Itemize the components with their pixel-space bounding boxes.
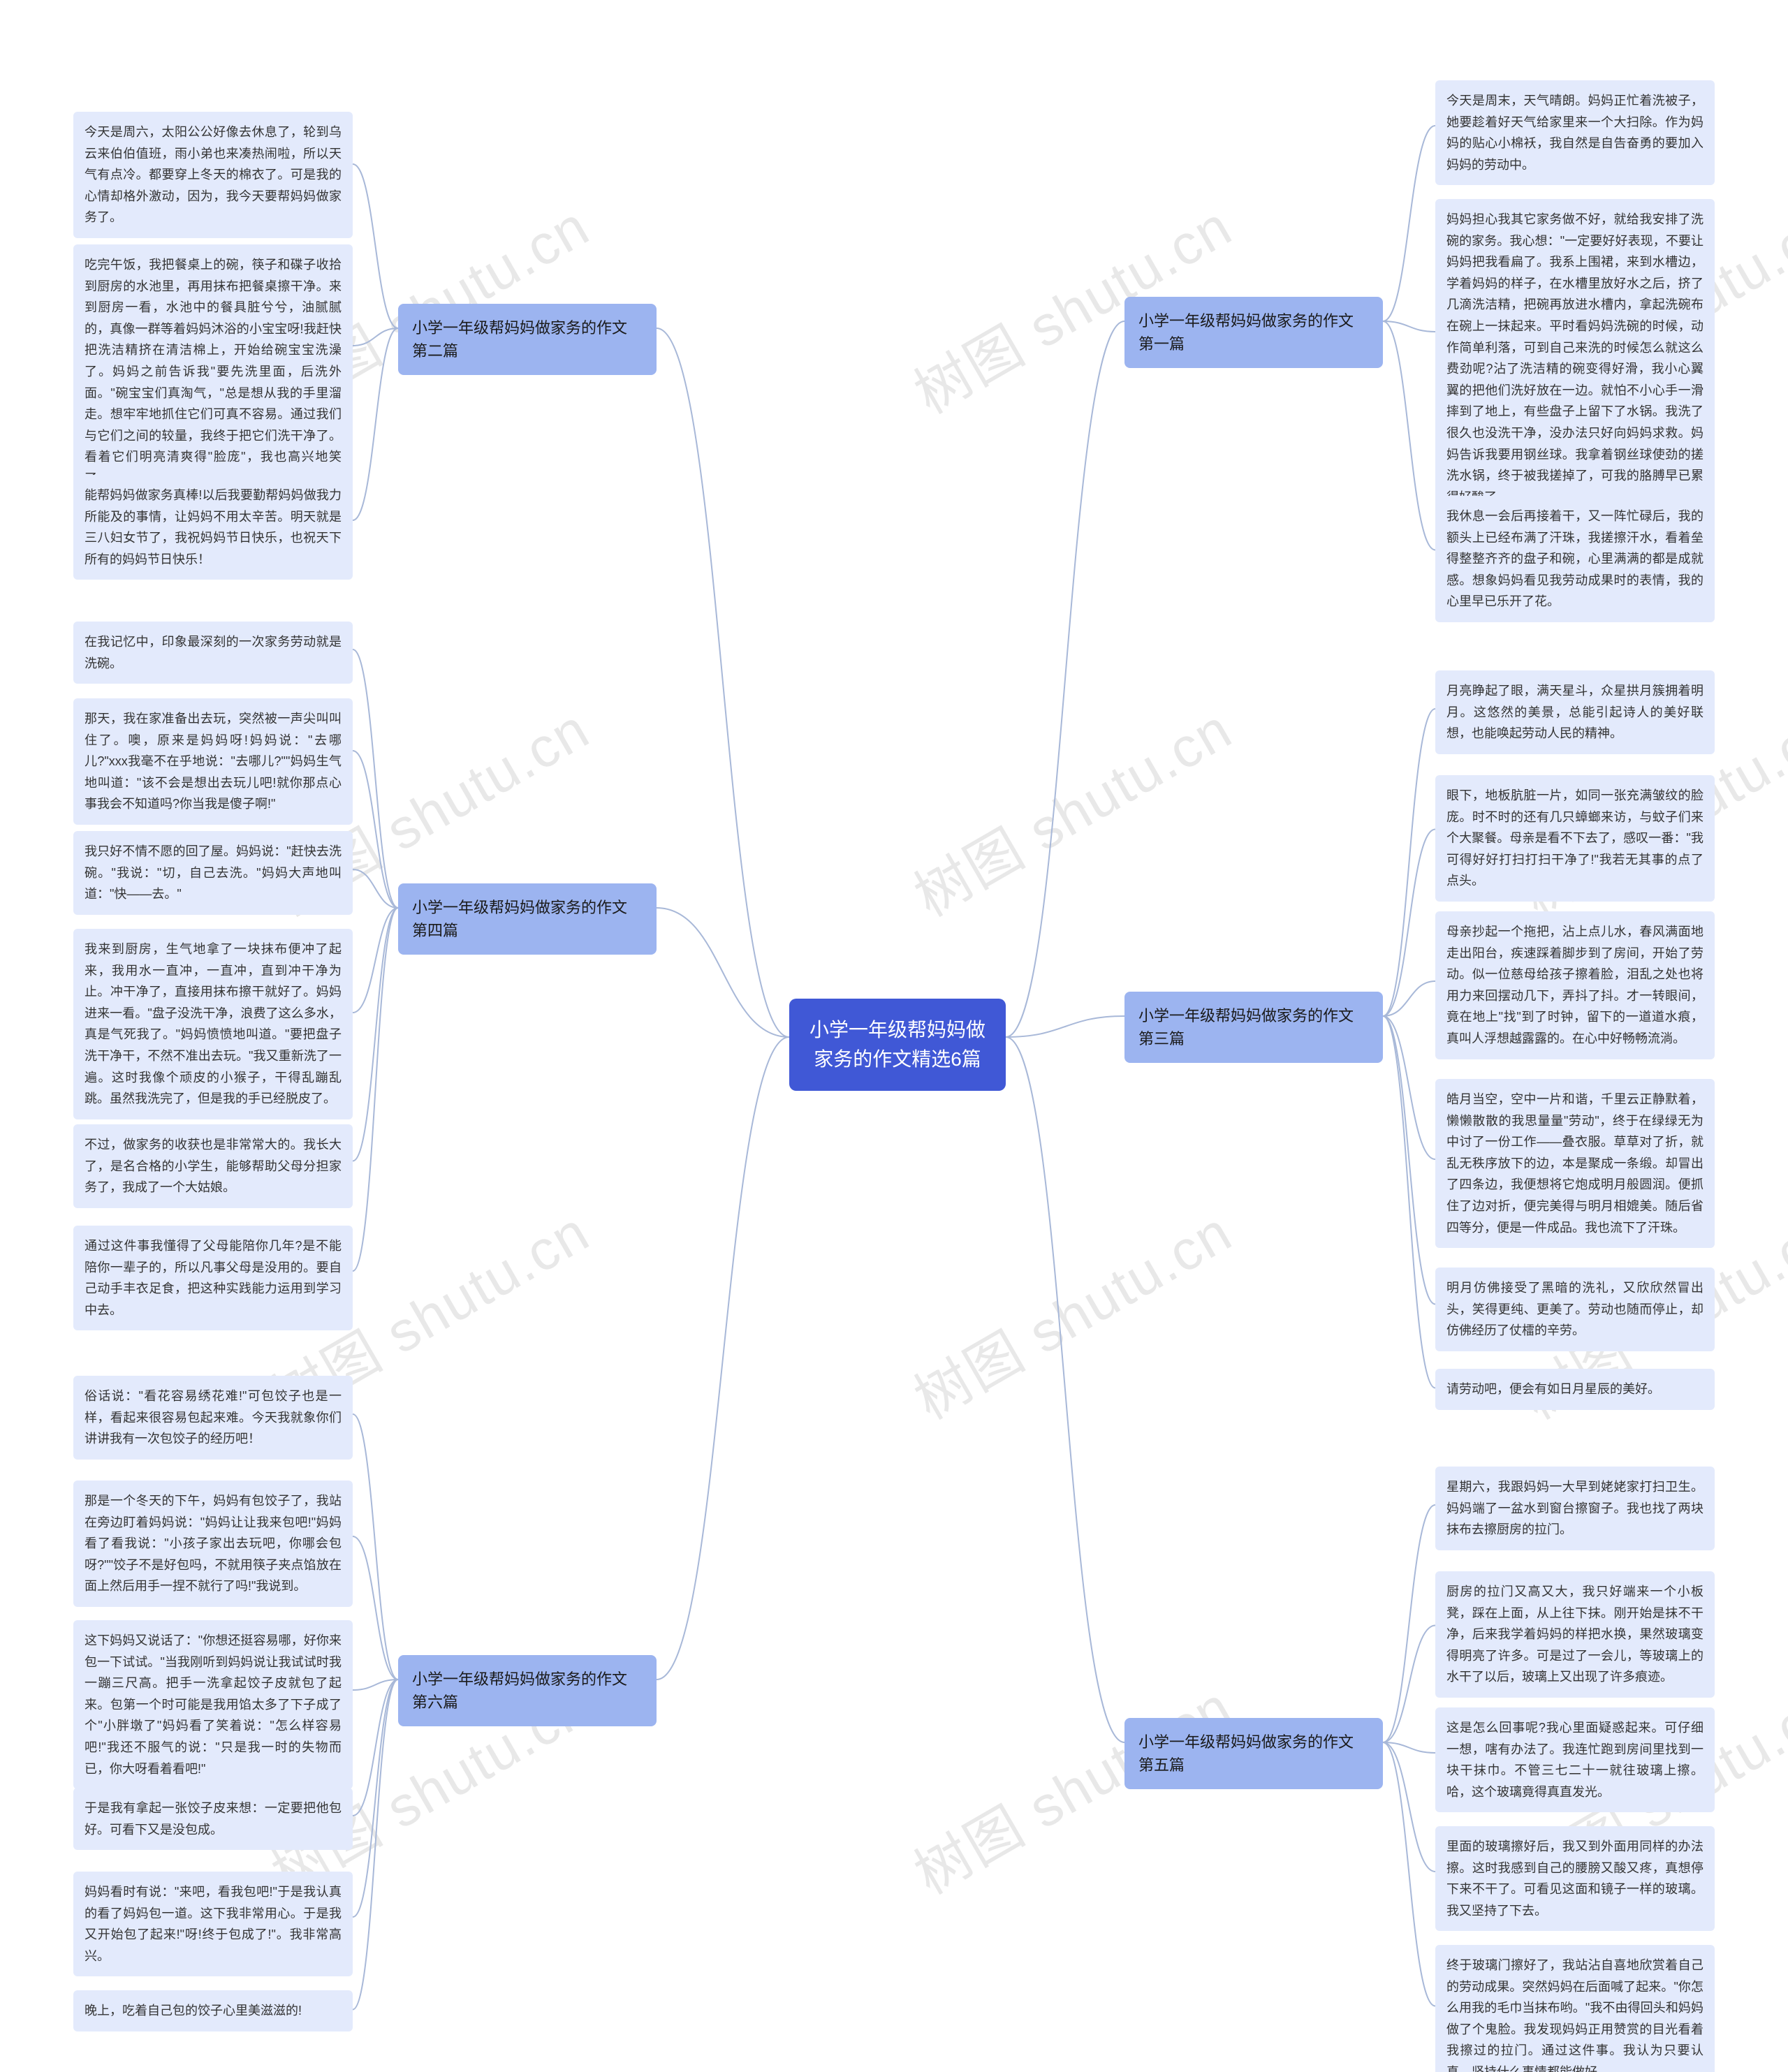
connector-line [353,1414,398,1680]
connector-line [1383,321,1435,332]
mindmap-canvas: 树图 shutu.cn树图 shutu.cn树图 shutu.cn树图 shut… [0,0,1788,2072]
leaf-node: 能帮妈妈做家务真棒!以后我要勤帮妈妈做我力所能及的事情，让妈妈不用太辛苦。明天就… [73,475,353,580]
leaf-node: 于是我有拿起一张饺子皮来想：一定要把他包好。可看下又是没包成。 [73,1788,353,1850]
connector-line [353,1680,398,1816]
connector-line [353,1680,398,1917]
leaf-node: 俗话说："看花容易绣花难!"可包饺子也是一样，看起来很容易包起来难。今天我就象你… [73,1376,353,1460]
connector-line [1383,981,1435,1016]
connector-line [353,908,398,1161]
branch-node: 小学一年级帮妈妈做家务的作文 第四篇 [398,883,657,955]
connector-line [1383,1742,1435,1872]
connector-line [353,869,398,908]
leaf-node: 在我记忆中，印象最深刻的一次家务劳动就是洗碗。 [73,622,353,684]
connector-line [353,908,398,1271]
connector-line [353,1680,398,2010]
leaf-node: 妈妈看时有说："来吧，看我包吧!"于是我认真的看了妈妈包一道。这下我非常用心。于… [73,1872,353,1976]
leaf-node: 请劳动吧，便会有如日月星辰的美好。 [1435,1369,1715,1410]
leaf-node: 我来到厨房，生气地拿了一块抹布便冲了起来，我用水一直冲，一直冲，直到冲干净为止。… [73,929,353,1119]
connector-line [353,1680,398,1690]
connector-line [1006,1037,1124,1742]
connector-line [1383,830,1435,1017]
leaf-node: 皓月当空，空中一片和谐，千里云正静默着，懒懒散散的我思量量"劳动"，终于在绿绿无… [1435,1079,1715,1248]
connector-line [1383,1505,1435,1742]
leaf-node: 我休息一会后再接着干，又一阵忙碌后，我的额头上已经布满了汗珠，我搓擦汗水，看着垒… [1435,496,1715,622]
connector-line [353,164,398,328]
branch-node: 小学一年级帮妈妈做家务的作文 第六篇 [398,1655,657,1726]
connector-line [657,1037,789,1680]
connector-line [1383,709,1435,1016]
leaf-node: 母亲抄起一个拖把，沾上点儿水，春风满面地走出阳台，疾速踩着脚步到了房间，开始了劳… [1435,911,1715,1059]
connector-line [1383,1626,1435,1743]
leaf-node: 这是怎么回事呢?我心里面疑惑起来。可仔细一想，嗐有办法了。我连忙跑到房间里找到一… [1435,1707,1715,1812]
leaf-node: 那天，我在家准备出去玩，突然被一声尖叫叫住了。噢，原来是妈妈呀!妈妈说："去哪儿… [73,698,353,825]
connector-line [353,751,398,908]
leaf-node: 那是一个冬天的下午，妈妈有包饺子了，我站在旁边盯着妈妈说："妈妈让让我来包吧!"… [73,1480,353,1607]
leaf-node: 不过，做家务的收获也是非常常大的。我长大了，是名合格的小学生，能够帮助父母分担家… [73,1124,353,1208]
leaf-node: 眼下，地板肮脏一片，如同一张充满皱纹的脸庞。时不时的还有几只蟑螂来访，与蚊子们来… [1435,775,1715,902]
branch-node: 小学一年级帮妈妈做家务的作文 第五篇 [1124,1718,1383,1789]
watermark: 树图 shutu.cn [897,1188,1245,1435]
leaf-node: 我只好不情不愿的回了屋。妈妈说："赶快去洗碗。"我说："切，自己去洗。"妈妈大声… [73,831,353,915]
connector-line [1006,321,1124,1037]
connector-line [353,1536,398,1680]
leaf-node: 明月仿佛接受了黑暗的洗礼，又欣欣然冒出头，笑得更纯、更美了。劳动也随而停止，却仿… [1435,1268,1715,1351]
branch-node: 小学一年级帮妈妈做家务的作文 第二篇 [398,304,657,375]
connector-line [657,328,789,1037]
center-node: 小学一年级帮妈妈做家务的作文精选6篇 [789,999,1006,1091]
connector-line [1383,1016,1435,1388]
watermark: 树图 shutu.cn [897,685,1245,932]
connector-line [1383,126,1435,321]
leaf-node: 晚上，吃着自己包的饺子心里美滋滋的! [73,1990,353,2031]
leaf-node: 里面的玻璃擦好后，我又到外面用同样的办法擦。这时我感到自己的腰膀又酸又疼，真想停… [1435,1826,1715,1931]
connector-line [1383,1742,1435,2006]
connector-line [1006,1016,1124,1037]
leaf-node: 吃完午饭，我把餐桌上的碗，筷子和碟子收拾到厨房的水池里，再用抹布把餐桌擦干净。来… [73,244,353,499]
connector-line [353,328,398,520]
connector-line [353,649,398,908]
connector-line [353,908,398,1013]
connector-line [1383,1016,1435,1159]
connector-line [1383,321,1435,550]
connector-line [1383,1016,1435,1305]
leaf-node: 星期六，我跟妈妈一大早到姥姥家打扫卫生。妈妈端了一盆水到窗台擦窗子。我也找了两块… [1435,1467,1715,1550]
leaf-node: 这下妈妈又说话了："你想还挺容易哪，好你来包一下试试。"当我刚听到妈妈说让我试试… [73,1620,353,1789]
branch-node: 小学一年级帮妈妈做家务的作文 第一篇 [1124,297,1383,368]
connector-line [353,328,398,346]
branch-node: 小学一年级帮妈妈做家务的作文 第三篇 [1124,992,1383,1063]
leaf-node: 通过这件事我懂得了父母能陪你几年?是不能陪你一辈子的，所以凡事父母是没用的。要自… [73,1226,353,1330]
leaf-node: 终于玻璃门擦好了，我站沾自喜地欣赏着自己的劳动成果。突然妈妈在后面喊了起来。"你… [1435,1945,1715,2072]
leaf-node: 今天是周六，太阳公公好像去休息了，轮到乌云来伯伯值班，雨小弟也来凑热闹啦，所以天… [73,112,353,238]
leaf-node: 月亮睁起了眼，满天星斗，众星拱月簇拥着明月。这悠然的美景，总能引起诗人的美好联想… [1435,670,1715,754]
connector-line [657,908,789,1037]
leaf-node: 厨房的拉门又高又大，我只好端来一个小板凳，踩在上面，从上往下抹。刚开始是抹不干净… [1435,1571,1715,1698]
leaf-node: 今天是周末，天气晴朗。妈妈正忙着洗被子，她要趁着好天气给家里来一个大扫除。作为妈… [1435,80,1715,185]
leaf-node: 妈妈担心我其它家务做不好，就给我安排了洗碗的家务。我心想："一定要好好表现，不要… [1435,199,1715,517]
connector-line [1383,1742,1435,1753]
